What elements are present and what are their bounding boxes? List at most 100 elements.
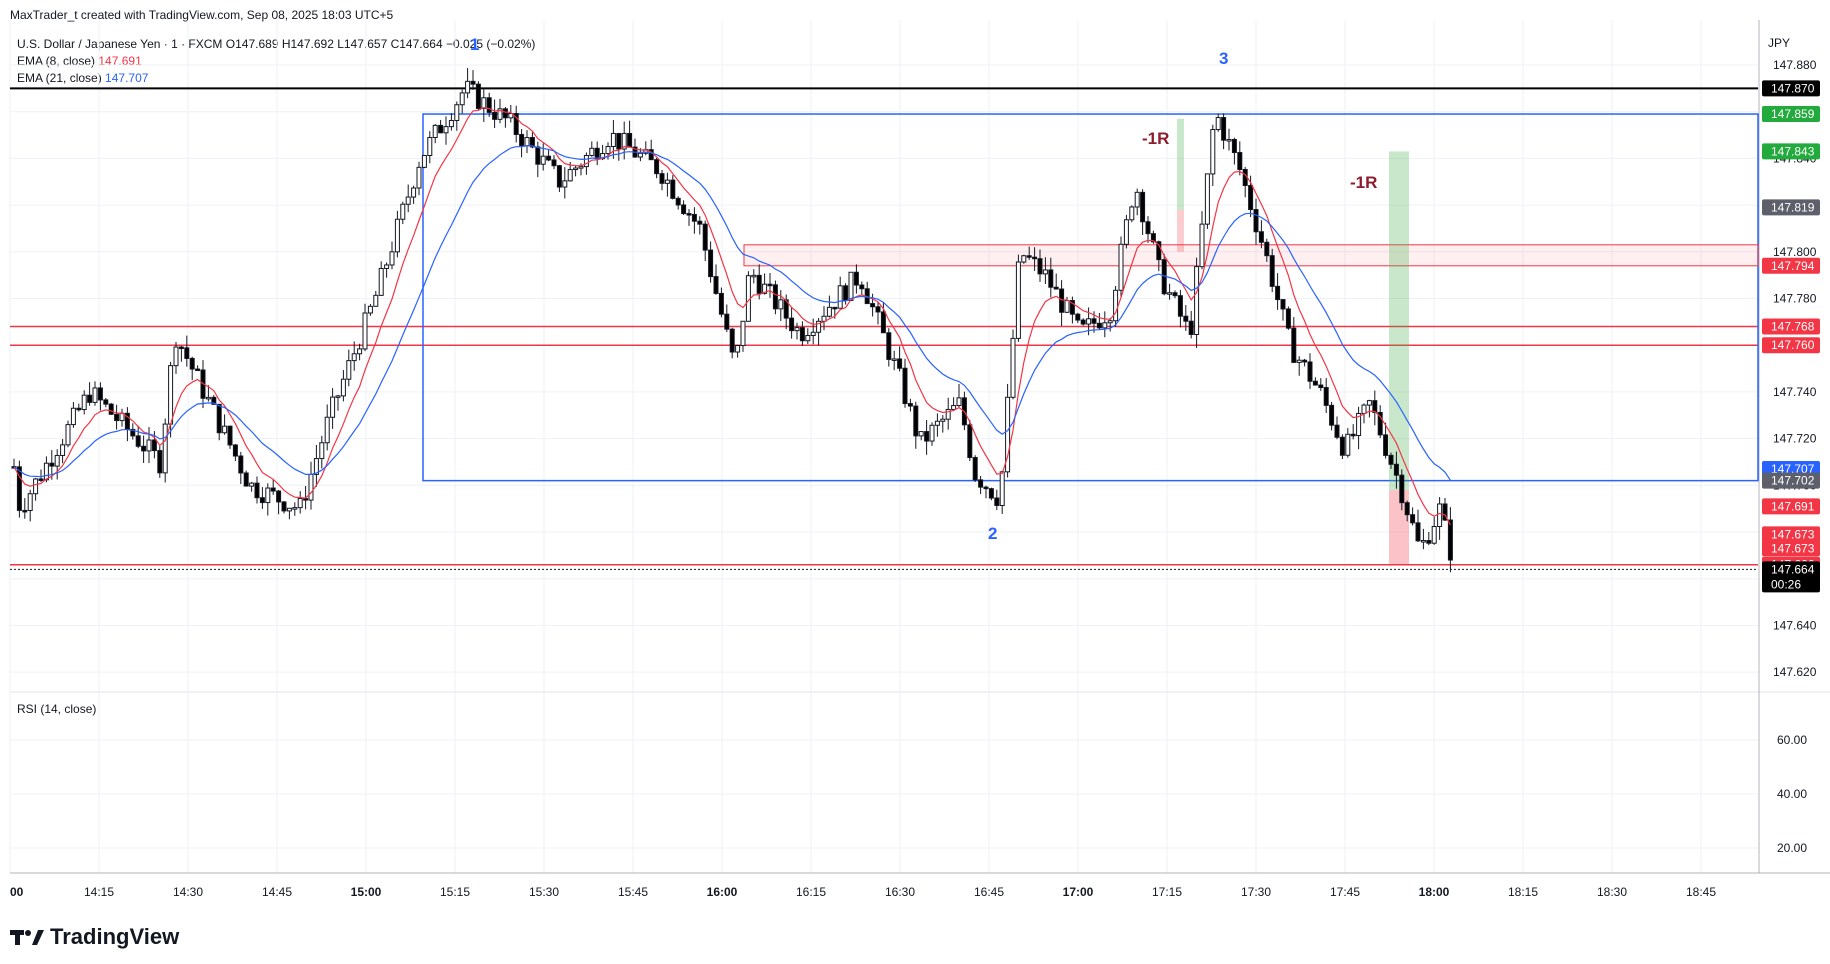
candle[interactable] <box>1302 359 1308 363</box>
candle[interactable] <box>205 396 211 400</box>
candle[interactable] <box>816 320 822 333</box>
price-badge[interactable] <box>1762 526 1820 543</box>
candle[interactable] <box>232 444 238 457</box>
symbol-name[interactable]: U.S. Dollar / Japanese Yen · 1 · FXCM <box>17 37 223 51</box>
candle[interactable] <box>222 425 228 434</box>
price-badge[interactable] <box>1762 472 1820 489</box>
candle[interactable] <box>1015 261 1021 339</box>
candle[interactable] <box>297 498 303 509</box>
candles[interactable] <box>11 68 1453 573</box>
candle[interactable] <box>740 320 746 347</box>
currency-label[interactable]: JPY <box>1768 36 1791 50</box>
candle[interactable] <box>562 180 568 188</box>
candle[interactable] <box>1021 255 1027 263</box>
candle[interactable] <box>999 471 1005 506</box>
candle[interactable] <box>659 173 665 184</box>
candle[interactable] <box>805 334 811 342</box>
candle[interactable] <box>1210 129 1216 175</box>
candle[interactable] <box>681 204 687 215</box>
candle[interactable] <box>151 439 157 452</box>
candle[interactable] <box>108 403 114 415</box>
candle[interactable] <box>891 358 897 361</box>
candle[interactable] <box>1123 219 1129 245</box>
candle[interactable] <box>940 418 946 422</box>
candle[interactable] <box>1280 299 1286 310</box>
rsi-pane[interactable]: 60.00 40.00 20.00 <box>1777 733 1807 855</box>
price-badge[interactable] <box>1762 106 1820 123</box>
candle[interactable] <box>583 154 589 168</box>
candle[interactable] <box>1431 525 1437 544</box>
candle[interactable] <box>432 124 438 139</box>
candle[interactable] <box>573 167 579 171</box>
candle[interactable] <box>918 431 924 437</box>
candle[interactable] <box>1204 173 1210 225</box>
candle[interactable] <box>1377 411 1383 436</box>
candle[interactable] <box>1269 255 1275 287</box>
candle[interactable] <box>65 424 71 446</box>
candle[interactable] <box>1388 454 1394 465</box>
candle[interactable] <box>1102 322 1108 329</box>
candle[interactable] <box>454 104 460 122</box>
candle[interactable] <box>708 249 714 278</box>
candle[interactable] <box>362 312 368 350</box>
candle[interactable] <box>195 368 201 372</box>
candle[interactable] <box>443 126 449 134</box>
candle[interactable] <box>1437 503 1443 527</box>
candle[interactable] <box>1264 241 1270 257</box>
price-badge[interactable] <box>1762 337 1820 354</box>
candle[interactable] <box>1442 503 1448 521</box>
candle[interactable] <box>1318 384 1324 389</box>
candle[interactable] <box>810 331 816 336</box>
candle[interactable] <box>470 80 476 85</box>
candle[interactable] <box>508 113 514 119</box>
candle[interactable] <box>610 132 616 148</box>
candle[interactable] <box>346 360 352 380</box>
candle[interactable] <box>967 424 973 459</box>
candle[interactable] <box>1237 152 1243 170</box>
candle[interactable] <box>1091 318 1097 324</box>
candle[interactable] <box>1118 243 1124 291</box>
candle[interactable] <box>92 387 98 403</box>
candle[interactable] <box>1059 288 1065 313</box>
candle[interactable] <box>1188 320 1194 335</box>
rsi-label[interactable]: RSI (14, close) <box>17 702 97 716</box>
candle[interactable] <box>1032 256 1038 260</box>
candle[interactable] <box>605 146 611 155</box>
candle[interactable] <box>502 108 508 119</box>
candle[interactable] <box>1275 285 1281 301</box>
candle[interactable] <box>1383 434 1389 456</box>
price-badge[interactable] <box>1762 318 1820 335</box>
candle[interactable] <box>303 498 309 501</box>
candle[interactable] <box>481 97 487 109</box>
candle[interactable] <box>211 396 217 405</box>
candle[interactable] <box>394 218 400 253</box>
candle[interactable] <box>551 159 557 167</box>
candle[interactable] <box>1080 319 1086 325</box>
candle[interactable] <box>1350 433 1356 437</box>
risk-label-right[interactable]: -1R <box>1350 173 1377 192</box>
candle[interactable] <box>691 213 697 222</box>
candle[interactable] <box>956 397 962 407</box>
candle[interactable] <box>886 332 892 360</box>
candle[interactable] <box>438 124 444 134</box>
candle[interactable] <box>43 462 49 481</box>
candle[interactable] <box>1420 540 1426 543</box>
candle[interactable] <box>1356 412 1362 437</box>
candle[interactable] <box>637 152 643 158</box>
candle[interactable] <box>465 80 471 94</box>
candle[interactable] <box>249 482 255 487</box>
candle[interactable] <box>351 353 357 362</box>
candle[interactable] <box>1042 269 1048 275</box>
candle[interactable] <box>718 292 724 315</box>
range-box[interactable] <box>422 113 1759 482</box>
candle[interactable] <box>783 299 789 319</box>
candle[interactable] <box>1447 519 1453 561</box>
candle[interactable] <box>589 147 595 156</box>
price-badge[interactable] <box>1762 199 1820 216</box>
wave-label-2[interactable]: 2 <box>988 524 997 543</box>
candle[interactable] <box>313 458 319 475</box>
candle[interactable] <box>929 424 935 442</box>
ema21-label[interactable]: EMA (21, close) <box>17 71 102 85</box>
candle[interactable] <box>1150 233 1156 243</box>
candle[interactable] <box>270 487 276 492</box>
